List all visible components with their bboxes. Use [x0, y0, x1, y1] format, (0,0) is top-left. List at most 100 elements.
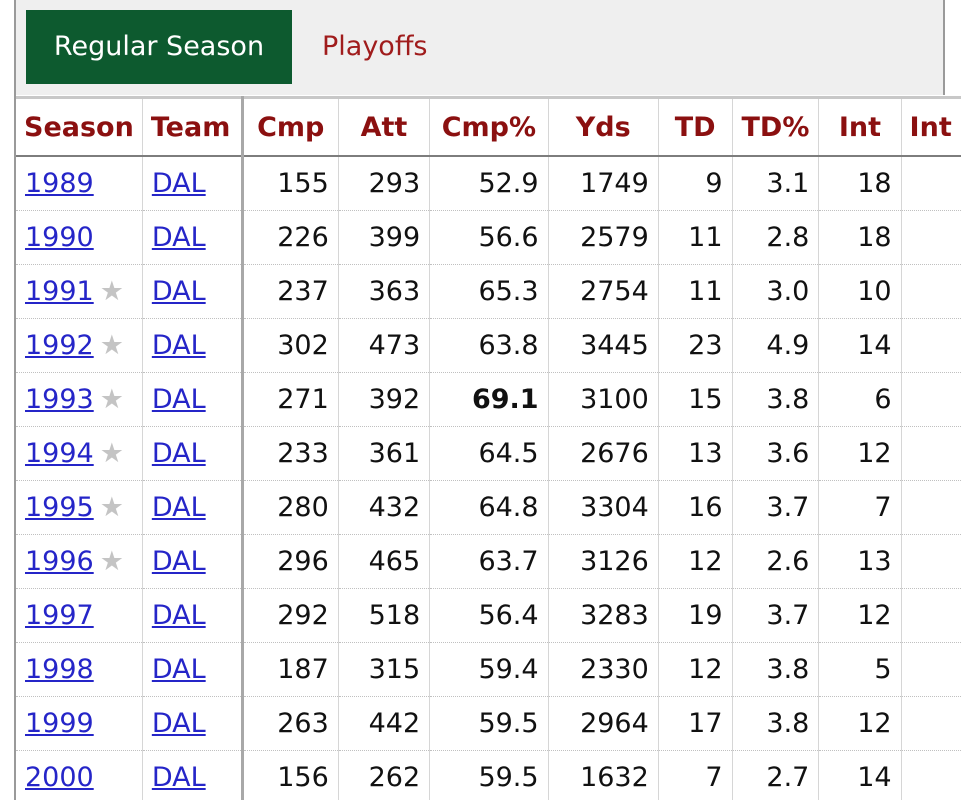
team-link[interactable]: DAL	[151, 438, 206, 469]
team-cell: DAL	[142, 372, 244, 427]
team-link[interactable]: DAL	[151, 762, 206, 793]
cmp-cell: 302	[242, 318, 339, 373]
int-cell: 18	[818, 210, 902, 265]
season-link[interactable]: 1999	[25, 708, 94, 739]
table-row: 1994 ★ DAL 233 361 64.5 2676 13 3.6 12	[16, 426, 961, 481]
yds-cell: 2579	[548, 210, 659, 265]
yds-cell: 2676	[548, 426, 659, 481]
table-row: 1989 DAL 155 293 52.9 1749 9 3.1 18	[16, 156, 961, 211]
cmp-cell: 280	[242, 480, 339, 535]
int-pct-cell	[901, 156, 961, 211]
int-pct-cell	[901, 588, 961, 643]
td-cell: 23	[658, 318, 733, 373]
int-pct-cell	[901, 480, 961, 535]
team-link[interactable]: DAL	[151, 654, 206, 685]
team-link[interactable]: DAL	[151, 330, 206, 361]
season-cell: 1999	[16, 696, 143, 751]
yds-cell: 3304	[548, 480, 659, 535]
team-cell: DAL	[142, 642, 244, 697]
team-link[interactable]: DAL	[151, 276, 206, 307]
col-header-int-pct[interactable]: Int	[901, 96, 961, 157]
season-link[interactable]: 2000	[25, 762, 94, 793]
season-cell: 1990	[16, 210, 143, 265]
int-cell: 12	[818, 696, 902, 751]
td-pct-cell: 3.8	[732, 696, 820, 751]
td-cell: 9	[658, 156, 733, 211]
pro-bowl-star-icon: ★	[99, 438, 124, 469]
season-link[interactable]: 1991	[25, 276, 94, 307]
team-cell: DAL	[142, 210, 244, 265]
team-link[interactable]: DAL	[151, 492, 206, 523]
season-link[interactable]: 1992	[25, 330, 94, 361]
cmp-pct-cell: 59.4	[429, 642, 549, 697]
int-cell: 12	[818, 426, 902, 481]
tab-playoffs[interactable]: Playoffs	[322, 31, 428, 62]
season-link[interactable]: 1989	[25, 168, 94, 199]
col-header-cmp-pct[interactable]: Cmp%	[429, 96, 549, 157]
cmp-pct-cell: 56.4	[429, 588, 549, 643]
table-row: 1990 DAL 226 399 56.6 2579 11 2.8 18	[16, 210, 961, 265]
season-link[interactable]: 1993	[25, 384, 94, 415]
yds-cell: 3283	[548, 588, 659, 643]
int-pct-cell	[901, 318, 961, 373]
att-cell: 363	[338, 264, 431, 319]
season-link[interactable]: 1990	[25, 222, 94, 253]
team-cell: DAL	[142, 264, 244, 319]
table-row: 1992 ★ DAL 302 473 63.8 3445 23 4.9 14	[16, 318, 961, 373]
cmp-pct-cell: 59.5	[429, 696, 549, 751]
yds-cell: 1749	[548, 156, 659, 211]
col-header-td-pct[interactable]: TD%	[732, 96, 820, 157]
team-cell: DAL	[142, 480, 244, 535]
table-row: 2000 DAL 156 262 59.5 1632 7 2.7 14	[16, 750, 961, 800]
int-pct-cell	[901, 534, 961, 589]
td-cell: 12	[658, 534, 733, 589]
team-link[interactable]: DAL	[151, 168, 206, 199]
passing-stats-table: Season Team Cmp Att Cmp% Yds TD TD% Int …	[16, 96, 961, 800]
team-link[interactable]: DAL	[151, 222, 206, 253]
int-pct-cell	[901, 372, 961, 427]
col-header-cmp[interactable]: Cmp	[242, 96, 339, 157]
col-header-team[interactable]: Team	[142, 96, 244, 157]
cmp-cell: 233	[242, 426, 339, 481]
tab-regular-season[interactable]: Regular Season	[26, 10, 292, 84]
col-header-att[interactable]: Att	[338, 96, 431, 157]
td-cell: 11	[658, 264, 733, 319]
page-border	[14, 0, 16, 800]
td-cell: 17	[658, 696, 733, 751]
col-header-int[interactable]: Int	[818, 96, 902, 157]
att-cell: 518	[338, 588, 431, 643]
team-link[interactable]: DAL	[151, 708, 206, 739]
col-header-season[interactable]: Season	[16, 96, 143, 157]
season-link[interactable]: 1997	[25, 600, 94, 631]
season-link[interactable]: 1995	[25, 492, 94, 523]
cmp-pct-cell: 63.7	[429, 534, 549, 589]
td-pct-cell: 2.7	[732, 750, 820, 800]
table-row: 1991 ★ DAL 237 363 65.3 2754 11 3.0 10	[16, 264, 961, 319]
yds-cell: 3445	[548, 318, 659, 373]
col-header-td[interactable]: TD	[658, 96, 733, 157]
pro-bowl-star-icon: ★	[99, 330, 124, 361]
season-link[interactable]: 1998	[25, 654, 94, 685]
yds-cell: 2330	[548, 642, 659, 697]
att-cell: 361	[338, 426, 431, 481]
season-link[interactable]: 1994	[25, 438, 94, 469]
team-cell: DAL	[142, 426, 244, 481]
int-cell: 10	[818, 264, 902, 319]
td-pct-cell: 3.0	[732, 264, 820, 319]
table-body: 1989 DAL 155 293 52.9 1749 9 3.1 18 1990 DAL 226 399…	[16, 156, 961, 800]
table-row: 1996 ★ DAL 296 465 63.7 3126 12 2.6 13	[16, 534, 961, 589]
season-cell: 1989	[16, 156, 143, 211]
team-link[interactable]: DAL	[151, 384, 206, 415]
season-cell: 1994 ★	[16, 426, 143, 481]
season-cell: 1997	[16, 588, 143, 643]
team-link[interactable]: DAL	[151, 600, 206, 631]
season-link[interactable]: 1996	[25, 546, 94, 577]
cmp-pct-cell: 64.8	[429, 480, 549, 535]
int-cell: 12	[818, 588, 902, 643]
pro-bowl-star-icon: ★	[99, 546, 124, 577]
col-header-yds[interactable]: Yds	[548, 96, 659, 157]
team-link[interactable]: DAL	[151, 546, 206, 577]
int-cell: 18	[818, 156, 902, 211]
int-cell: 5	[818, 642, 902, 697]
